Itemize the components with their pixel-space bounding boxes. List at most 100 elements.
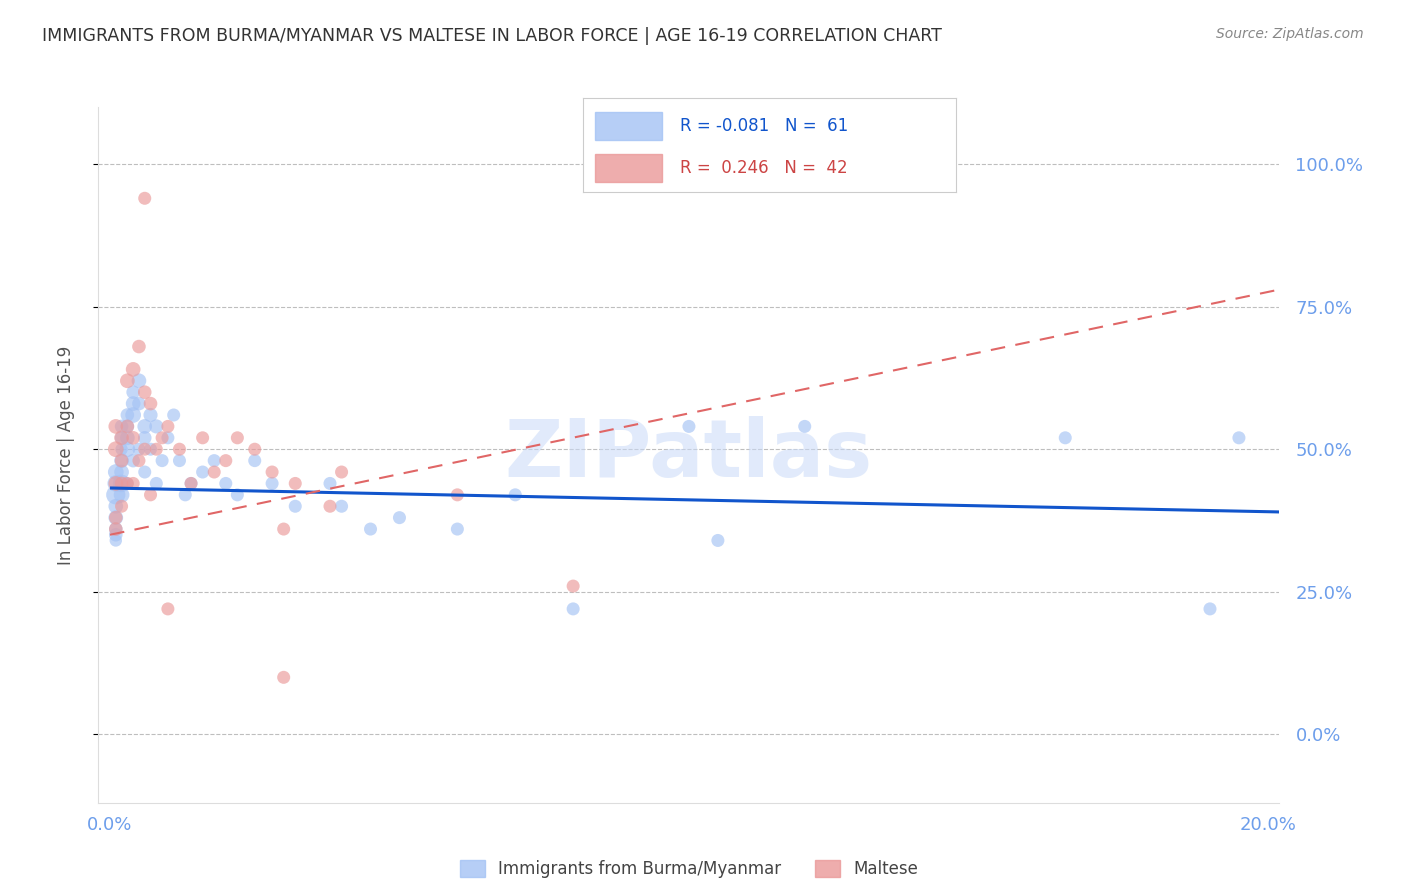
Point: [273, 670, 295, 684]
Point: [145, 442, 167, 457]
Point: [156, 602, 179, 616]
Point: [169, 453, 191, 467]
Point: [446, 488, 468, 502]
Point: [145, 419, 167, 434]
Point: [104, 528, 127, 542]
Point: [226, 488, 249, 502]
Point: [122, 385, 145, 400]
Point: [262, 465, 284, 479]
Point: [156, 419, 179, 434]
Point: [117, 442, 139, 457]
Point: [215, 453, 238, 467]
Point: [122, 362, 145, 376]
Point: [110, 431, 132, 445]
Point: [191, 465, 214, 479]
Point: [104, 476, 127, 491]
Point: [128, 340, 150, 354]
Point: [360, 522, 382, 536]
Y-axis label: In Labor Force | Age 16-19: In Labor Force | Age 16-19: [56, 345, 75, 565]
Point: [150, 431, 173, 445]
Point: [388, 510, 411, 524]
Point: [122, 476, 145, 491]
Bar: [595, 154, 662, 183]
Point: [330, 465, 353, 479]
Point: [104, 510, 127, 524]
Point: [122, 396, 145, 410]
Point: [1054, 431, 1077, 445]
Point: [110, 419, 132, 434]
Point: [117, 408, 139, 422]
Point: [163, 408, 186, 422]
Legend: Immigrants from Burma/Myanmar, Maltese: Immigrants from Burma/Myanmar, Maltese: [453, 854, 925, 885]
Point: [104, 510, 127, 524]
Point: [122, 453, 145, 467]
Point: [117, 374, 139, 388]
Bar: [595, 112, 662, 140]
Text: ZIPatlas: ZIPatlas: [505, 416, 873, 494]
Point: [104, 522, 127, 536]
Point: [139, 408, 162, 422]
Point: [110, 476, 132, 491]
Point: [243, 453, 266, 467]
Point: [110, 442, 132, 457]
Text: R = -0.081   N =  61: R = -0.081 N = 61: [681, 117, 849, 136]
Point: [562, 579, 585, 593]
Point: [110, 431, 132, 445]
Point: [174, 488, 197, 502]
Point: [134, 191, 156, 205]
Point: [104, 522, 127, 536]
Point: [122, 431, 145, 445]
Point: [180, 476, 202, 491]
Point: [1227, 431, 1250, 445]
Point: [793, 419, 815, 434]
Point: [139, 396, 162, 410]
Point: [1199, 602, 1222, 616]
Point: [128, 453, 150, 467]
Point: [139, 488, 162, 502]
Point: [330, 500, 353, 514]
Point: [284, 476, 307, 491]
Point: [117, 476, 139, 491]
Point: [202, 465, 225, 479]
Point: [169, 442, 191, 457]
Point: [128, 396, 150, 410]
Point: [117, 419, 139, 434]
Point: [319, 476, 342, 491]
Point: [104, 465, 127, 479]
Point: [273, 522, 295, 536]
Point: [134, 465, 156, 479]
Point: [503, 488, 526, 502]
Point: [243, 442, 266, 457]
Point: [446, 522, 468, 536]
Text: Source: ZipAtlas.com: Source: ZipAtlas.com: [1216, 27, 1364, 41]
Point: [562, 602, 585, 616]
Point: [110, 488, 132, 502]
Point: [110, 453, 132, 467]
Point: [145, 476, 167, 491]
Point: [110, 453, 132, 467]
Point: [104, 476, 127, 491]
Point: [678, 419, 700, 434]
Point: [202, 453, 225, 467]
Point: [226, 431, 249, 445]
Point: [104, 488, 127, 502]
Point: [284, 500, 307, 514]
Point: [150, 453, 173, 467]
Point: [180, 476, 202, 491]
Point: [110, 476, 132, 491]
Point: [117, 419, 139, 434]
Point: [134, 419, 156, 434]
Point: [139, 442, 162, 457]
Point: [707, 533, 730, 548]
Point: [156, 431, 179, 445]
Point: [262, 476, 284, 491]
Text: IMMIGRANTS FROM BURMA/MYANMAR VS MALTESE IN LABOR FORCE | AGE 16-19 CORRELATION : IMMIGRANTS FROM BURMA/MYANMAR VS MALTESE…: [42, 27, 942, 45]
Point: [134, 442, 156, 457]
Text: R =  0.246   N =  42: R = 0.246 N = 42: [681, 160, 848, 178]
Point: [134, 385, 156, 400]
Point: [128, 442, 150, 457]
Point: [104, 533, 127, 548]
Point: [117, 431, 139, 445]
Point: [122, 408, 145, 422]
Point: [104, 419, 127, 434]
